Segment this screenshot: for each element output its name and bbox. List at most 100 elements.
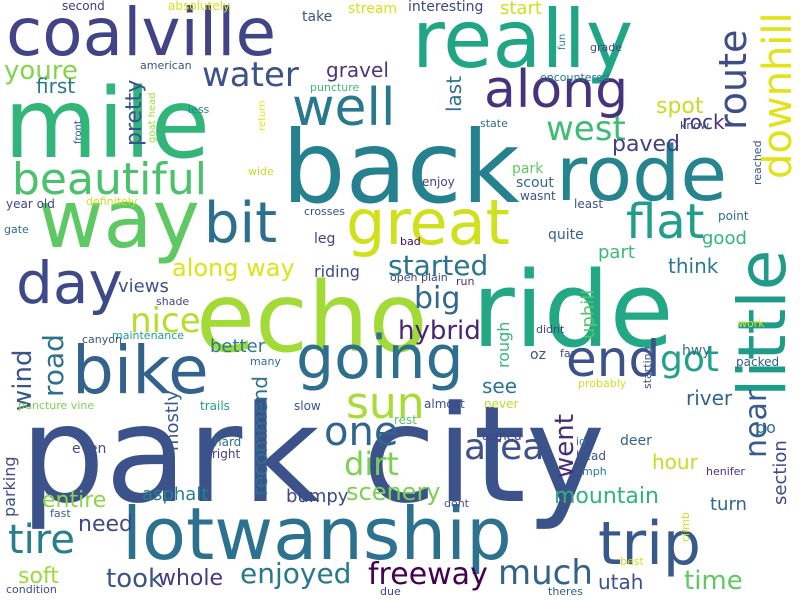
word-need: need [78,512,133,537]
word-part: part [598,242,635,263]
word-along-way: along way [172,254,295,282]
word-due: due [380,585,401,598]
word-best: best [620,555,644,568]
word-end: end [566,330,661,388]
word-scout: scout [516,175,554,191]
word-area: area [464,427,545,468]
word-condition: condition [6,583,57,596]
word-grade: grade [590,41,622,54]
word-almost: almost [424,397,465,411]
word-encountered: encountered [540,71,610,84]
word-reached: reached [751,140,764,185]
word-goat-head: goat head [147,92,158,143]
word-pretty: pretty [122,79,147,146]
word-turn: turn [710,494,747,515]
word-open-plain: open plain [390,271,448,284]
word-last: last [442,75,466,112]
word-puncture: puncture [310,81,360,94]
word-downhill: downhill [755,12,800,179]
word-know: know [680,119,710,132]
word-fast: fast [50,507,71,520]
word-west: west [546,109,626,149]
word-work: work [738,317,765,330]
word-gate: gate [4,223,29,236]
word-good: good [702,228,747,249]
word-bumpy: bumpy [286,486,349,507]
word-starting: starting [641,346,654,389]
word-dirt: dirt [344,445,399,483]
word-hard: hard [214,435,242,449]
word-henifer: henifer [706,465,745,478]
word-big: big [414,281,461,316]
word-turned: turned [482,429,522,443]
word-lotwanship: lotwanship [122,492,512,576]
word-theres: theres [548,585,583,598]
word-fun: fun [557,33,568,50]
word-better: better [210,336,266,357]
word-park: park [512,161,544,177]
word-right: right [212,447,241,461]
word-even: even [72,441,107,457]
word-far: far [560,347,576,360]
word-enjoyed: enjoyed [240,557,352,590]
word-time: time [684,566,743,596]
word-american: american [140,59,192,72]
word-bike: bike [72,332,209,409]
word-much: much [498,553,593,593]
word-well: well [292,78,396,138]
word-see: see [482,374,518,398]
word-youre: youre [4,56,78,86]
word-section: section [770,440,791,505]
word-ride: ride [472,249,674,371]
word-take: take [302,9,333,25]
word-bit: bit [204,191,278,256]
word-parking: parking [0,456,19,517]
word-one: one [324,409,399,455]
word-really: really [412,0,634,86]
word-views: views [118,276,169,297]
word-year-old: year old [6,197,55,211]
word-riding: riding [314,262,360,281]
word-uphill: uphill [578,289,599,339]
word-canyon: canyon [82,333,122,346]
word-less: less [188,103,210,116]
word-way: way [38,173,200,266]
word-park-city: park city [20,377,606,533]
word-going: going [296,323,464,393]
word-didnt: didnt [536,323,565,336]
word-mostly: mostly [162,390,183,451]
word-mile: mile [4,68,210,180]
word-stream: stream [348,1,398,17]
word-rest: rest [394,413,418,427]
word-rode: rode [556,129,728,218]
word-bad: bad [400,235,421,248]
word-scenery: scenery [346,478,441,506]
word-utah: utah [598,570,644,594]
word-wide: wide [248,165,274,178]
word-road: road [37,334,70,397]
word-hybrid: hybrid [398,316,481,346]
word-point: point [718,209,749,223]
word-deer: deer [620,433,652,449]
word-dont: dont [444,497,469,510]
word-mountain: mountain [554,484,659,509]
word-along: along [484,60,629,120]
word-start: start [500,0,542,19]
word-state: state [480,117,508,130]
word-rough: rough [494,321,513,368]
word-gravel: gravel [326,58,389,82]
word-wasnt: wasnt [520,189,556,203]
word-hwy: hwy [682,343,711,359]
word-probably: probably [578,377,627,390]
word-climb: climb [679,512,692,542]
word-sun: sun [346,378,425,429]
word-leg: leg [314,231,336,247]
word-water: water [202,55,299,95]
word-front: front [73,120,84,144]
word-beautiful: beautiful [12,154,207,205]
word-oz: oz [530,347,546,363]
word-crosses: crosses [304,205,346,218]
word-started: started [388,249,489,282]
word-head: head [576,449,606,463]
